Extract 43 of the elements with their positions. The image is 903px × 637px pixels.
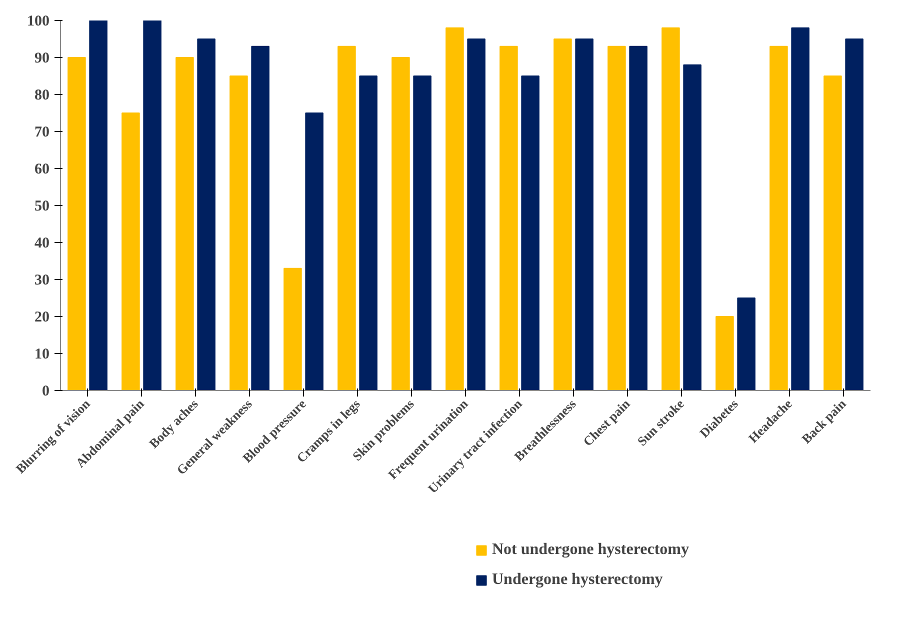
bar xyxy=(338,46,356,390)
bar xyxy=(791,27,810,390)
bar xyxy=(608,46,626,390)
y-tick-label: 50 xyxy=(34,198,50,214)
bar xyxy=(500,46,518,390)
bar xyxy=(770,46,788,390)
y-tick-label: 40 xyxy=(34,236,50,252)
bar xyxy=(305,112,324,390)
bar xyxy=(176,57,194,390)
bar xyxy=(521,76,540,390)
bar xyxy=(251,46,270,390)
bar xyxy=(737,298,756,390)
bar xyxy=(575,38,594,390)
y-tick-label: 70 xyxy=(34,124,50,140)
legend-label: Undergone hysterectomy xyxy=(492,571,663,589)
bar xyxy=(554,38,572,390)
y-tick-label: 20 xyxy=(34,310,50,326)
bar xyxy=(143,20,162,390)
bar xyxy=(845,38,864,390)
bar xyxy=(68,57,86,390)
y-tick-label: 30 xyxy=(34,272,50,288)
bar xyxy=(284,268,302,390)
y-tick-label: 80 xyxy=(34,88,50,104)
bar xyxy=(629,46,648,390)
y-tick-label: 100 xyxy=(27,14,50,30)
bar xyxy=(197,38,216,390)
y-tick-label: 90 xyxy=(34,50,50,66)
bar xyxy=(467,38,486,390)
bar xyxy=(824,76,842,390)
bar xyxy=(662,27,680,390)
y-tick-label: 60 xyxy=(34,162,50,178)
bar xyxy=(446,27,464,390)
bar xyxy=(89,20,108,390)
y-tick-label: 10 xyxy=(34,346,50,362)
bar xyxy=(683,64,702,390)
bar xyxy=(359,76,378,390)
bar xyxy=(230,76,248,390)
bar xyxy=(413,76,432,390)
y-tick-label: 0 xyxy=(42,384,50,400)
bar xyxy=(392,57,410,390)
legend-label: Not undergone hysterectomy xyxy=(492,541,690,559)
bar xyxy=(122,112,140,390)
bar xyxy=(716,316,734,390)
